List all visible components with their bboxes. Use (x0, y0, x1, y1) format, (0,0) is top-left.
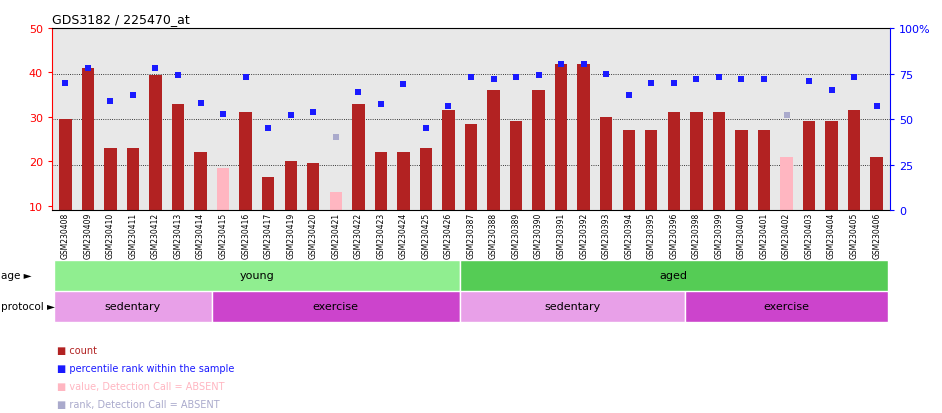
Bar (690, 113, 703, 211)
Bar (464, 124, 478, 211)
Bar (577, 64, 590, 211)
Text: aged: aged (659, 271, 688, 281)
Point (125, 93, 140, 100)
Bar (284, 162, 297, 211)
Bar (54, 291, 212, 322)
Bar (532, 91, 544, 211)
Bar (623, 131, 635, 211)
Bar (398, 153, 410, 211)
Bar (375, 153, 387, 211)
Bar (713, 113, 725, 211)
Bar (848, 111, 860, 211)
Bar (645, 131, 658, 211)
Point (509, 75, 524, 81)
Point (756, 76, 771, 83)
Text: age ►: age ► (1, 271, 32, 281)
Bar (460, 291, 685, 322)
Point (171, 73, 186, 79)
Point (216, 111, 231, 118)
Point (869, 104, 885, 110)
Point (599, 71, 614, 78)
Text: ■ rank, Detection Call = ABSENT: ■ rank, Detection Call = ABSENT (57, 399, 219, 409)
Point (621, 93, 636, 100)
Bar (460, 260, 888, 291)
Bar (194, 153, 206, 211)
Bar (127, 149, 139, 211)
Bar (59, 120, 72, 211)
Point (350, 89, 365, 96)
Point (284, 113, 299, 119)
Bar (262, 178, 274, 211)
Bar (330, 193, 342, 211)
Point (57, 80, 73, 87)
Bar (780, 157, 793, 211)
Point (779, 113, 794, 119)
Point (441, 104, 456, 110)
Bar (149, 76, 162, 211)
Point (396, 82, 411, 88)
Bar (171, 104, 185, 211)
Bar (825, 122, 837, 211)
Bar (307, 164, 319, 211)
Bar (685, 291, 888, 322)
Text: ■ value, Detection Call = ABSENT: ■ value, Detection Call = ABSENT (57, 381, 224, 391)
Point (328, 135, 343, 141)
Bar (217, 169, 229, 211)
Bar (54, 260, 460, 291)
Point (103, 98, 118, 105)
Bar (736, 131, 748, 211)
Point (418, 126, 433, 132)
Text: sedentary: sedentary (544, 301, 601, 312)
Bar (668, 113, 680, 211)
Bar (442, 111, 455, 211)
Point (238, 75, 253, 81)
Bar (555, 64, 567, 211)
Point (80, 66, 95, 72)
Point (802, 78, 817, 85)
Bar (487, 91, 500, 211)
Bar (803, 122, 815, 211)
Point (261, 126, 276, 132)
Point (486, 76, 501, 83)
Point (463, 75, 479, 81)
Bar (420, 149, 432, 211)
Bar (212, 291, 460, 322)
Text: sedentary: sedentary (105, 301, 161, 312)
Text: exercise: exercise (313, 301, 359, 312)
Point (666, 80, 681, 87)
Bar (870, 157, 883, 211)
Bar (600, 118, 612, 211)
Bar (757, 131, 771, 211)
Point (847, 75, 862, 81)
Point (306, 109, 321, 116)
Point (531, 73, 546, 79)
Bar (82, 69, 94, 211)
Point (193, 100, 208, 107)
Text: young: young (239, 271, 274, 281)
Point (373, 102, 388, 109)
Bar (352, 104, 365, 211)
Point (734, 76, 749, 83)
Text: ■ percentile rank within the sample: ■ percentile rank within the sample (57, 363, 234, 373)
Point (148, 66, 163, 72)
Text: ■ count: ■ count (57, 346, 96, 356)
Text: exercise: exercise (764, 301, 809, 312)
Bar (239, 113, 252, 211)
Text: protocol ►: protocol ► (1, 301, 55, 312)
Bar (510, 122, 522, 211)
Text: GDS3182 / 225470_at: GDS3182 / 225470_at (52, 13, 189, 26)
Point (554, 62, 569, 69)
Point (577, 62, 592, 69)
Point (643, 80, 658, 87)
Point (824, 88, 839, 94)
Point (689, 76, 704, 83)
Point (711, 75, 726, 81)
Bar (105, 149, 117, 211)
